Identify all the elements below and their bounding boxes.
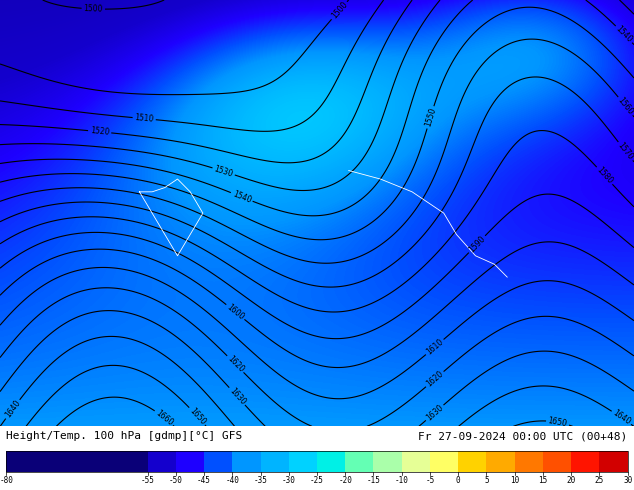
Text: 20: 20 xyxy=(567,476,576,485)
Text: 15: 15 xyxy=(538,476,548,485)
Text: -20: -20 xyxy=(339,476,352,485)
Text: -30: -30 xyxy=(282,476,295,485)
Text: -45: -45 xyxy=(197,476,211,485)
Bar xyxy=(543,450,571,472)
Text: Height/Temp. 100 hPa [gdmp][°C] GFS: Height/Temp. 100 hPa [gdmp][°C] GFS xyxy=(6,431,243,441)
Text: 1630: 1630 xyxy=(424,403,445,422)
Bar xyxy=(176,450,204,472)
Text: 1590: 1590 xyxy=(467,234,487,254)
Bar xyxy=(486,450,515,472)
Text: 1500: 1500 xyxy=(330,0,349,21)
Text: -15: -15 xyxy=(366,476,380,485)
Text: 10: 10 xyxy=(510,476,519,485)
Bar xyxy=(288,450,317,472)
Text: 1500: 1500 xyxy=(84,4,103,14)
Text: 1600: 1600 xyxy=(225,302,246,321)
Text: -35: -35 xyxy=(254,476,268,485)
Text: -25: -25 xyxy=(310,476,324,485)
Text: 1540: 1540 xyxy=(231,189,252,205)
Text: -50: -50 xyxy=(169,476,183,485)
Text: -10: -10 xyxy=(395,476,409,485)
Text: 1570: 1570 xyxy=(616,141,634,162)
Bar xyxy=(402,450,430,472)
Text: 1610: 1610 xyxy=(425,338,445,357)
Text: 1650: 1650 xyxy=(547,416,568,428)
Bar xyxy=(317,450,346,472)
Bar xyxy=(571,450,599,472)
Bar xyxy=(6,450,148,472)
Text: 1520: 1520 xyxy=(89,126,110,137)
Bar xyxy=(261,450,288,472)
Text: 5: 5 xyxy=(484,476,489,485)
Text: 1560: 1560 xyxy=(616,96,634,117)
Text: 1660: 1660 xyxy=(153,408,174,427)
Text: 1620: 1620 xyxy=(425,369,445,389)
Text: 30: 30 xyxy=(623,476,632,485)
Bar xyxy=(346,450,373,472)
Text: 25: 25 xyxy=(595,476,604,485)
Bar xyxy=(6,450,628,472)
Bar xyxy=(204,450,232,472)
Text: 1510: 1510 xyxy=(134,113,154,124)
Text: 1640: 1640 xyxy=(611,409,632,427)
Bar xyxy=(148,450,176,472)
Bar xyxy=(373,450,402,472)
Bar xyxy=(430,450,458,472)
Text: -5: -5 xyxy=(425,476,434,485)
Bar xyxy=(515,450,543,472)
Text: 1580: 1580 xyxy=(595,166,614,186)
Text: 1540: 1540 xyxy=(614,24,634,44)
Bar xyxy=(599,450,628,472)
Text: 1550: 1550 xyxy=(424,107,437,128)
Text: 1620: 1620 xyxy=(226,354,245,374)
Bar xyxy=(232,450,261,472)
Text: Fr 27-09-2024 00:00 UTC (00+48): Fr 27-09-2024 00:00 UTC (00+48) xyxy=(418,431,628,441)
Bar xyxy=(458,450,486,472)
Text: 1630: 1630 xyxy=(227,386,247,407)
Text: 1650: 1650 xyxy=(188,406,207,426)
Text: -80: -80 xyxy=(0,476,13,485)
Text: -55: -55 xyxy=(141,476,155,485)
Text: -40: -40 xyxy=(225,476,239,485)
Text: 1530: 1530 xyxy=(213,164,234,179)
Text: 0: 0 xyxy=(456,476,460,485)
Text: 1640: 1640 xyxy=(3,399,22,419)
